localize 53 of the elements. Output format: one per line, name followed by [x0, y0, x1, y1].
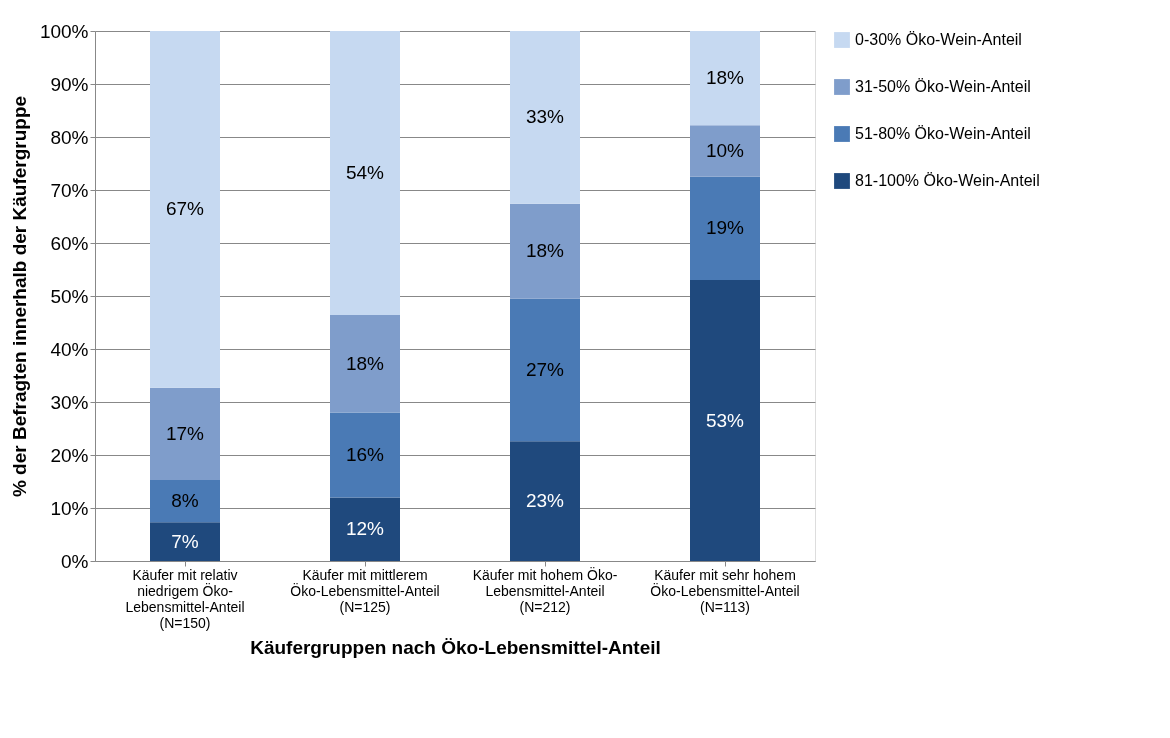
legend-label: 31-50% Öko-Wein-Anteil [855, 78, 1031, 95]
bar [690, 280, 760, 561]
data-label: 67% [165, 198, 205, 220]
y-tick-label: 60% [50, 232, 89, 254]
bar [330, 497, 400, 561]
y-tick-label: 20% [50, 444, 89, 466]
bar [330, 31, 400, 316]
bar [150, 522, 220, 561]
data-label: 19% [705, 217, 745, 239]
data-label: 16% [345, 444, 385, 465]
y-tick-label: 40% [50, 338, 89, 360]
data-label: 23% [525, 490, 565, 512]
bar [690, 125, 760, 177]
x-axis-title: Käufergruppen nach Öko-Lebensmittel-Anteil [250, 636, 661, 658]
bar [510, 441, 580, 561]
y-tick-label: 100% [39, 20, 89, 42]
data-label: 27% [525, 358, 565, 380]
data-label: 17% [165, 422, 205, 444]
data-label: 54% [345, 162, 385, 184]
bar [690, 31, 760, 126]
bar [510, 298, 580, 442]
data-label: 10% [705, 140, 745, 162]
x-tick-label: Käufer mit relativ niedrigem Öko-Lebensmittel-Anteil (N=150) [125, 566, 245, 631]
y-tick-label: 10% [50, 497, 89, 519]
legend-label: 0-30% Öko-Wein-Anteil [855, 31, 1022, 48]
y-tick-label: 30% [50, 391, 89, 413]
data-label: 53% [705, 409, 745, 431]
bar [150, 387, 220, 480]
y-tick-label: 50% [50, 285, 89, 307]
x-tick-label: Käufer mit mittlerem Öko-Lebensmittel-Anteil (N=125) [290, 566, 440, 615]
bar [150, 479, 220, 523]
bar [510, 31, 580, 204]
x-tick-label: Käufer mit sehr hohem Öko-Lebensmittel-Anteil (N=113) [650, 566, 800, 615]
y-axis-title: % der Befragten innerhalb der Käufergruppe [8, 95, 30, 498]
data-label: 12% [345, 518, 385, 540]
bar [330, 315, 400, 413]
data-label: 18% [345, 352, 385, 374]
legend-label: 51-80% Öko-Wein-Anteil [855, 125, 1031, 142]
y-tick-label: 70% [50, 179, 89, 201]
bar [690, 176, 760, 281]
x-tick-label: Käufer mit hohem Öko-Lebensmittel-Anteil (N=212) [472, 565, 618, 615]
bar [150, 31, 220, 388]
y-tick-label: 0% [61, 550, 89, 572]
data-label: 18% [525, 240, 565, 262]
y-tick-label: 80% [50, 126, 89, 148]
bar [510, 203, 580, 299]
data-label: 33% [525, 106, 565, 128]
data-label: 8% [171, 490, 199, 512]
bar [330, 412, 400, 498]
y-tick-label: 90% [50, 73, 89, 95]
data-label: 18% [705, 67, 745, 89]
legend-label: 81-100% Öko-Wein-Anteil [855, 172, 1040, 189]
data-label: 7% [171, 530, 199, 552]
